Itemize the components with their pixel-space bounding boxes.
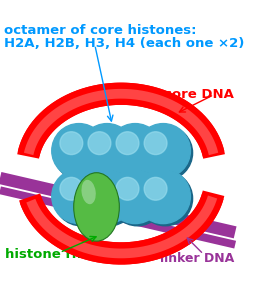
Circle shape <box>60 178 83 200</box>
Circle shape <box>116 178 139 200</box>
Circle shape <box>82 126 137 180</box>
Circle shape <box>108 169 162 224</box>
Polygon shape <box>0 186 236 248</box>
Circle shape <box>144 178 167 200</box>
Text: octamer of core histones:: octamer of core histones: <box>4 24 196 37</box>
Circle shape <box>136 169 190 224</box>
Text: core DNA: core DNA <box>164 87 234 101</box>
Text: linker DNA: linker DNA <box>160 252 234 265</box>
Circle shape <box>88 178 111 200</box>
Ellipse shape <box>81 180 96 204</box>
Circle shape <box>138 171 193 226</box>
Circle shape <box>138 126 193 180</box>
Circle shape <box>80 124 134 178</box>
Text: histone H1: histone H1 <box>5 248 86 261</box>
Ellipse shape <box>74 173 119 241</box>
Circle shape <box>60 132 83 154</box>
Circle shape <box>88 132 111 154</box>
Circle shape <box>144 132 167 154</box>
Circle shape <box>82 171 137 226</box>
Text: H2A, H2B, H3, H4 (each one ×2): H2A, H2B, H3, H4 (each one ×2) <box>4 37 244 50</box>
Circle shape <box>116 132 139 154</box>
Circle shape <box>54 171 108 226</box>
Polygon shape <box>0 172 237 238</box>
Circle shape <box>108 124 162 178</box>
Circle shape <box>54 126 108 180</box>
Circle shape <box>110 171 165 226</box>
Circle shape <box>136 124 190 178</box>
Circle shape <box>52 169 106 224</box>
Circle shape <box>110 126 165 180</box>
Circle shape <box>80 169 134 224</box>
Circle shape <box>52 124 106 178</box>
